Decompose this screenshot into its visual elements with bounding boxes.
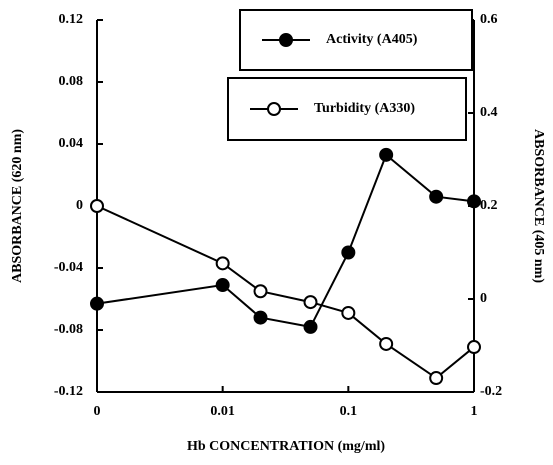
y-tick-label: 0.12 (59, 12, 84, 27)
y2-tick-label: 0.6 (480, 12, 498, 27)
data-point (90, 296, 104, 311)
legend-label: Activity (A405) (326, 32, 418, 47)
data-point (467, 340, 481, 355)
data-point (379, 147, 394, 162)
y-tick-label: 0 (76, 198, 83, 213)
x-tick-label: 1 (471, 404, 478, 419)
y2-tick-label: 0.2 (480, 198, 498, 213)
data-point (253, 310, 268, 325)
y2-axis-label: ABSORBANCE (405 nm) (531, 129, 546, 283)
data-point (467, 194, 481, 209)
data-point (429, 189, 444, 204)
y2-tick-label: 0 (480, 291, 487, 306)
series-line (96, 205, 475, 380)
y-tick-label: 0.04 (59, 136, 84, 151)
y-tick-label: -0.04 (54, 260, 83, 275)
x-tick-label: 0 (94, 404, 101, 419)
y-tick-label: -0.08 (54, 322, 83, 337)
legend-marker (279, 33, 293, 47)
data-point (253, 284, 268, 299)
y-tick-label: -0.12 (54, 384, 83, 399)
legend-marker (267, 102, 281, 116)
data-point (215, 256, 230, 271)
series-line (96, 153, 475, 329)
y-tick-label: 0.08 (59, 74, 84, 89)
x-tick-label: 0.1 (340, 404, 358, 419)
legend-label: Turbidity (A330) (314, 101, 415, 116)
x-axis-label: Hb CONCENTRATION (mg/ml) (187, 439, 385, 454)
data-point (90, 199, 104, 213)
data-point (215, 278, 230, 293)
data-point (303, 295, 318, 310)
data-point (429, 371, 444, 386)
data-point (341, 245, 356, 260)
data-point (379, 336, 394, 351)
x-tick-label: 0.01 (210, 404, 235, 419)
data-point (303, 319, 318, 334)
y-axis-label: ABSORBANCE (620 nm) (10, 129, 25, 283)
y2-tick-label: 0.4 (480, 105, 498, 120)
data-point (341, 305, 356, 320)
y2-tick-label: -0.2 (480, 384, 502, 399)
